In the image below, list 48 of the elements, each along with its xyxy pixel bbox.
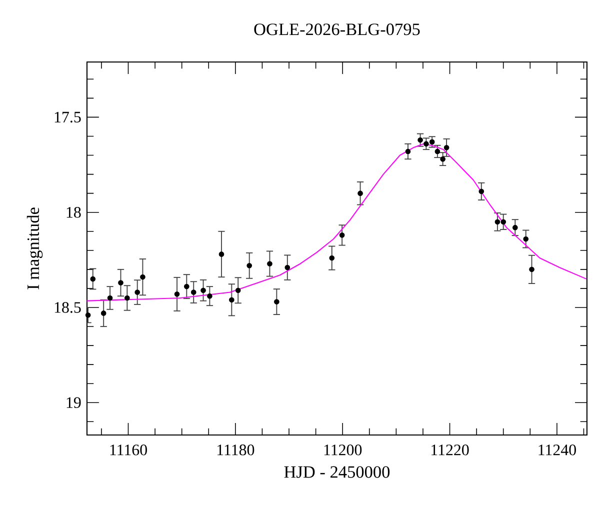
point [190,290,196,295]
point [405,148,411,154]
point [512,224,518,230]
point [339,232,345,238]
y-tick-label: 18.5 [54,302,81,313]
y-tick-label: 17.5 [54,112,81,123]
point [478,188,484,194]
point [90,276,96,282]
x-tick-label: 11240 [538,444,576,456]
point [440,156,446,162]
point [229,297,234,303]
point [434,148,440,154]
point [358,190,363,196]
point [107,295,113,301]
point [500,219,506,225]
point [100,310,106,316]
point [529,266,534,272]
y-tick-label: 19 [66,397,81,408]
y-tick-label: 18 [66,206,81,218]
point [424,141,429,147]
x-tick-label: 11180 [217,444,254,456]
x-axis-title: HJD - 2450000 [284,466,390,478]
point [329,255,335,261]
point [235,288,241,294]
point [246,262,252,268]
x-tick-label: 11160 [110,444,147,456]
point [184,284,190,290]
x-tick-label: 11220 [432,444,469,456]
point [418,137,423,143]
point [274,299,280,304]
x-tick-label: 11200 [324,444,362,456]
point [218,252,224,257]
point [174,292,180,297]
point [85,312,91,318]
point [207,293,212,299]
chart-title: OGLE-2026-BLG-0795 [254,24,420,36]
point [284,264,290,270]
point [444,145,450,150]
point [494,219,500,225]
point [118,280,124,286]
point [429,139,435,145]
point [200,288,206,294]
point [124,295,130,301]
point [134,290,140,295]
point [523,236,529,242]
point [267,261,272,266]
point [140,274,146,280]
y-axis-title: I magnitude [26,208,43,290]
